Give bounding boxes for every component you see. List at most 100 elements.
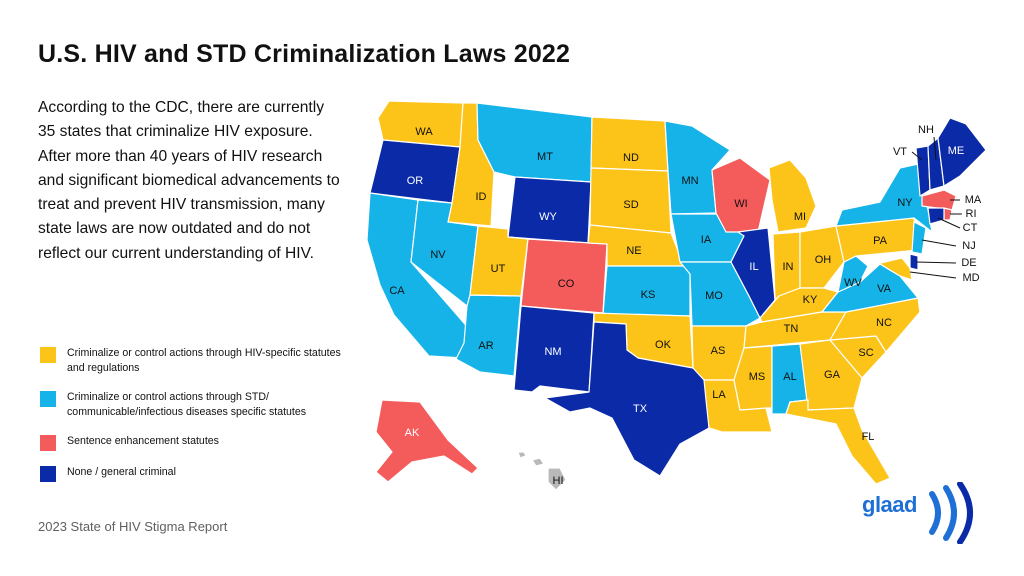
state-label-al: AL xyxy=(783,371,796,383)
state-label-md: MD xyxy=(962,272,979,284)
state-label-ca: CA xyxy=(389,285,405,297)
state-label-tn: TN xyxy=(784,323,799,335)
state-label-az: AR xyxy=(478,340,493,352)
logo-wave-1 xyxy=(929,491,941,535)
state-label-ak: AK xyxy=(405,427,420,439)
state-fl xyxy=(785,399,891,485)
callout-labels: NH VT MA RI CT NJ DE MD xyxy=(893,124,982,284)
state-label-vt: VT xyxy=(893,146,907,158)
state-label-or: OR xyxy=(407,175,424,187)
legend: Criminalize or control actions through H… xyxy=(40,346,360,496)
page-title: U.S. HIV and STD Criminalization Laws 20… xyxy=(38,40,571,68)
state-label-ms: MS xyxy=(749,371,766,383)
leader-line-ct xyxy=(937,217,961,229)
state-label-ok: OK xyxy=(655,339,672,351)
state-wv xyxy=(837,255,869,293)
legend-item-none: None / general criminal xyxy=(40,465,360,482)
state-label-ga: GA xyxy=(824,369,841,381)
logo-wave-2 xyxy=(943,485,957,541)
state-shapes xyxy=(366,100,987,491)
state-label-ut: UT xyxy=(491,263,506,275)
state-label-nd: ND xyxy=(623,152,639,164)
state-ct xyxy=(927,207,945,225)
state-label-me: ME xyxy=(948,145,965,157)
state-mt xyxy=(476,102,593,183)
state-label-pa: PA xyxy=(873,235,888,247)
state-labels: WA OR CA ID NV AR MT WY UT CO NM ND SD N… xyxy=(389,126,964,487)
state-label-hi: HI xyxy=(553,475,564,487)
state-label-nv: NV xyxy=(430,249,446,261)
legend-swatch-sentence-enhancement xyxy=(40,435,56,451)
legend-item-hiv-specific: Criminalize or control actions through H… xyxy=(40,346,360,376)
state-tx xyxy=(544,321,710,477)
state-nj xyxy=(911,221,927,255)
state-wy xyxy=(507,176,592,244)
state-label-wa: WA xyxy=(415,126,433,138)
legend-swatch-none xyxy=(40,466,56,482)
legend-label: Criminalize or control actions through S… xyxy=(67,391,307,418)
state-label-mo: MO xyxy=(705,290,723,302)
state-or xyxy=(369,139,461,204)
callout-leader-lines xyxy=(909,136,962,279)
glaad-logo-waves xyxy=(929,482,973,544)
state-label-mn: MN xyxy=(681,175,698,187)
state-label-wv: WV xyxy=(844,277,862,289)
state-label-ny: NY xyxy=(897,197,913,209)
state-label-ar: AS xyxy=(711,345,726,357)
state-wa xyxy=(377,100,464,148)
legend-label: Criminalize or control actions through H… xyxy=(67,347,341,374)
state-ma xyxy=(921,189,957,211)
state-label-ky: KY xyxy=(803,294,818,306)
legend-label: Sentence enhancement statutes xyxy=(67,435,219,447)
intro-paragraph: According to the CDC, there are currentl… xyxy=(38,99,340,262)
legend-label: None / general criminal xyxy=(67,466,176,478)
state-label-ne: NE xyxy=(626,245,641,257)
state-label-nm: NM xyxy=(544,346,561,358)
state-oh xyxy=(799,225,845,289)
logo-wave-3 xyxy=(957,482,973,544)
state-label-id: ID xyxy=(476,191,487,203)
state-label-nh: NH xyxy=(918,124,934,136)
state-label-tx: TX xyxy=(633,403,648,415)
state-label-sd: SD xyxy=(623,199,638,211)
state-de xyxy=(909,253,919,271)
state-label-nj: NJ xyxy=(962,240,975,252)
state-me xyxy=(937,117,987,187)
state-label-oh: OH xyxy=(815,254,832,266)
leader-line-nj xyxy=(921,239,957,247)
state-wi xyxy=(711,157,771,233)
leader-line-de xyxy=(915,261,957,264)
state-label-co: CO xyxy=(558,278,575,290)
state-label-fl: FL xyxy=(862,431,875,443)
legend-item-sentence-enhancement: Sentence enhancement statutes xyxy=(40,434,360,451)
leader-line-nh xyxy=(933,136,937,161)
state-label-wy: WY xyxy=(539,211,557,223)
state-label-in: IN xyxy=(783,261,794,273)
state-label-ct: CT xyxy=(963,222,978,234)
state-az xyxy=(455,294,522,377)
state-label-va: VA xyxy=(877,283,892,295)
state-ga xyxy=(799,339,863,411)
state-label-wi: WI xyxy=(734,198,747,210)
leader-line-vt xyxy=(911,151,923,161)
state-ks xyxy=(602,265,691,317)
state-label-de: DE xyxy=(961,257,976,269)
state-label-mi: MI xyxy=(794,211,806,223)
legend-swatch-hiv-specific xyxy=(40,347,56,363)
glaad-logo-text: glaad xyxy=(862,492,917,517)
legend-item-std-specific: Criminalize or control actions through S… xyxy=(40,390,360,420)
state-label-nc: NC xyxy=(876,317,892,329)
state-label-ma: MA xyxy=(965,194,982,206)
state-label-il: IL xyxy=(749,261,758,273)
state-mi xyxy=(768,159,817,233)
footer-source: 2023 State of HIV Stigma Report xyxy=(38,519,228,534)
state-label-ks: KS xyxy=(641,289,656,301)
state-label-ri: RI xyxy=(966,208,977,220)
leader-line-md xyxy=(909,271,957,279)
state-ak xyxy=(375,399,479,483)
state-label-mt: MT xyxy=(537,151,553,163)
legend-swatch-std-specific xyxy=(40,391,56,407)
state-co xyxy=(520,238,608,314)
state-label-sc: SC xyxy=(858,347,873,359)
